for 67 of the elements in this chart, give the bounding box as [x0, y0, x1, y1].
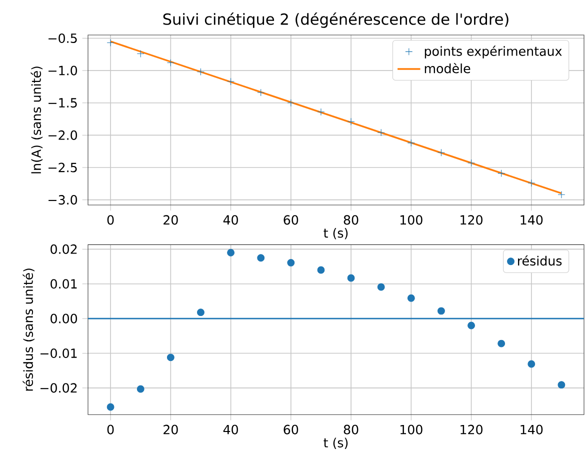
x-axis-title: t (s) [324, 228, 348, 240]
point [498, 340, 506, 348]
x-tick-label: 120 [460, 215, 482, 225]
point [287, 258, 295, 266]
point [347, 118, 355, 126]
point [437, 307, 445, 315]
point [498, 170, 506, 178]
point [257, 88, 265, 96]
point [227, 248, 235, 256]
x-tick-label: 40 [223, 215, 238, 225]
point [197, 68, 204, 76]
x-tick-label: 80 [344, 424, 358, 434]
point [197, 308, 204, 316]
point [528, 360, 536, 368]
x-tick-label: 80 [344, 215, 358, 225]
x-tick-label: 60 [284, 215, 298, 225]
x-tick-label: 20 [164, 215, 178, 225]
point [106, 403, 114, 411]
point [558, 190, 566, 198]
point [227, 78, 235, 86]
point [106, 39, 114, 46]
y-tick-label: −2.0 [48, 130, 78, 140]
y-tick-label: −0.02 [40, 383, 77, 393]
point [437, 148, 445, 156]
point [468, 159, 475, 167]
legend-label: résidus [518, 255, 562, 266]
x-tick-label: 140 [520, 215, 543, 225]
y-axis-title: résidus (sans unité) [22, 268, 34, 391]
y-tick-label: −3.0 [48, 195, 78, 205]
x-tick-label: 120 [460, 424, 482, 434]
y-tick-label: −1.5 [48, 98, 77, 108]
x-tick-label: 100 [400, 215, 422, 225]
x-tick-label: 0 [107, 424, 114, 434]
point [407, 139, 415, 147]
point [347, 274, 355, 282]
point [377, 128, 385, 136]
y-axis-title: ln(A) (sans unité) [30, 66, 43, 174]
y-tick-label: 0.02 [50, 244, 77, 254]
x-tick-label: 140 [520, 424, 543, 434]
point [317, 266, 325, 274]
y-tick-label: −2.5 [48, 162, 77, 172]
y-tick-label: −1.0 [48, 66, 78, 76]
x-axis-title: t (s) [324, 438, 348, 449]
point [136, 50, 144, 58]
point [166, 59, 174, 67]
point [257, 254, 265, 262]
point [166, 354, 174, 362]
point [468, 322, 475, 330]
y-tick-label: 0.00 [50, 314, 78, 324]
x-tick-label: 0 [107, 215, 114, 225]
x-tick-label: 40 [223, 424, 238, 434]
x-tick-label: 100 [400, 424, 422, 434]
point [287, 99, 295, 107]
point [407, 294, 415, 302]
point [528, 179, 536, 187]
point [136, 385, 144, 393]
point [317, 108, 325, 116]
legend-label: points expérimentaux [424, 46, 562, 58]
point [377, 283, 385, 291]
point [558, 381, 566, 389]
chart-title: Suivi cinétique 2 (dégénérescence de l'ordre) [163, 12, 508, 28]
y-tick-label: 0.01 [50, 279, 77, 289]
x-tick-label: 60 [284, 424, 298, 434]
legend-label: modèle [424, 62, 470, 74]
y-tick-label: −0.01 [40, 348, 77, 358]
x-tick-label: 20 [164, 424, 178, 434]
y-tick-label: −0.5 [48, 33, 77, 44]
